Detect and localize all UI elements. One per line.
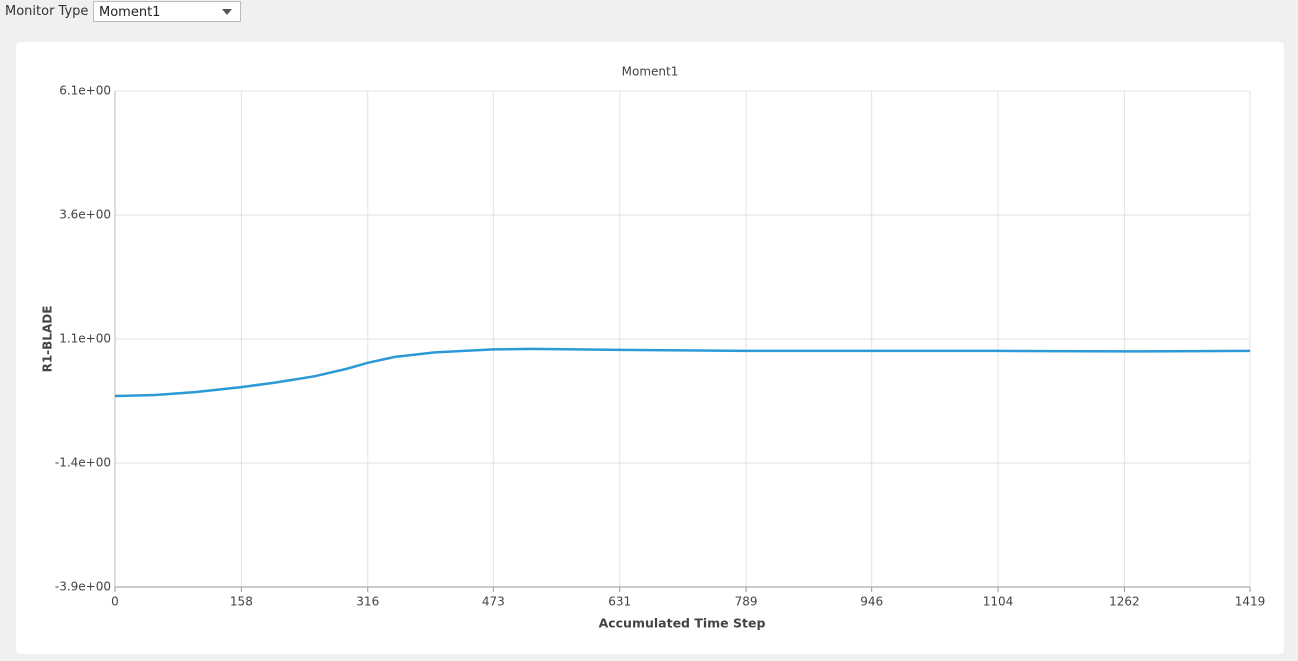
y-tick-label: -3.9e+00 <box>55 580 111 594</box>
x-tick-label: 473 <box>482 595 505 609</box>
x-tick-label: 158 <box>230 595 253 609</box>
x-tick-label: 1104 <box>983 595 1014 609</box>
y-tick-label: 1.1e+00 <box>59 332 111 346</box>
x-tick-label: 631 <box>608 595 631 609</box>
x-tick-label: 1419 <box>1235 595 1266 609</box>
x-axis-label: Accumulated Time Step <box>599 616 766 631</box>
data-line <box>114 347 1251 398</box>
y-tick-label: 6.1e+00 <box>59 84 111 98</box>
chart-title: Moment1 <box>622 65 679 79</box>
monitor-type-label: Monitor Type <box>5 4 89 19</box>
x-tick-label: 946 <box>860 595 883 609</box>
chart-panel <box>16 42 1284 654</box>
monitor-type-dropdown[interactable]: Moment1 <box>93 1 241 22</box>
x-tick-label: 1262 <box>1109 595 1140 609</box>
x-tick-label: 316 <box>356 595 379 609</box>
dropdown-value: Moment1 <box>99 5 161 20</box>
y-tick-label: -1.4e+00 <box>55 456 111 470</box>
y-tick-label: 3.6e+00 <box>59 208 111 222</box>
x-tick-label: 0 <box>111 595 119 609</box>
y-axis-label: R1-BLADE <box>41 306 55 373</box>
dropdown-arrow <box>222 9 232 15</box>
x-tick-label: 789 <box>735 595 758 609</box>
